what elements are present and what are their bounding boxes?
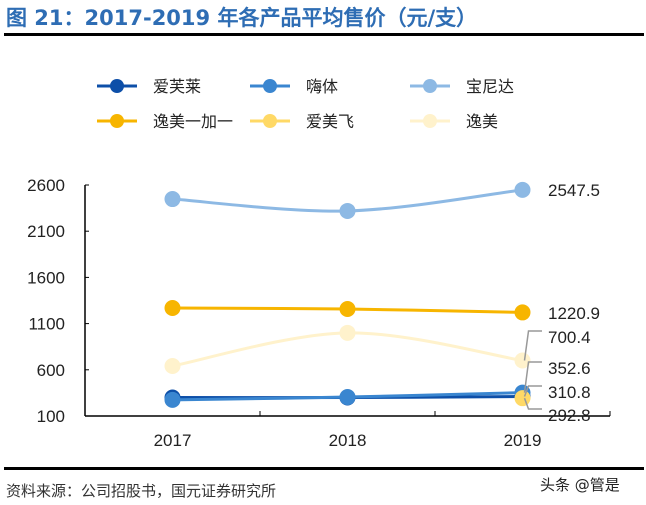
- x-tick-label: 2017: [154, 431, 192, 450]
- legend-label: 爱芙莱: [153, 78, 201, 96]
- data-point: [514, 352, 531, 369]
- leader-line: [523, 397, 542, 410]
- data-point: [514, 181, 531, 198]
- y-tick-label: 1600: [27, 268, 65, 287]
- data-point: [514, 390, 531, 407]
- legend-label: 爱美飞: [306, 113, 354, 131]
- y-tick-label: 600: [37, 361, 65, 380]
- legend-marker: [423, 79, 437, 93]
- data-point: [339, 324, 356, 341]
- data-label: 292.8: [548, 406, 591, 425]
- data-point: [164, 299, 181, 316]
- data-point: [164, 358, 181, 375]
- x-tick-label: 2019: [504, 431, 542, 450]
- leader-line: [523, 361, 542, 393]
- legend-marker: [263, 79, 277, 93]
- data-point: [514, 304, 531, 321]
- x-tick-label: 2018: [329, 431, 367, 450]
- legend-label: 逸美: [466, 113, 498, 131]
- legend-marker: [263, 114, 277, 128]
- y-tick-label: 1100: [28, 315, 65, 334]
- legend-label: 嗨体: [306, 78, 338, 96]
- legend-label: 逸美一加一: [153, 113, 233, 131]
- legend-label: 宝尼达: [466, 78, 514, 96]
- legend-marker: [110, 79, 124, 93]
- legend-marker: [423, 114, 437, 128]
- y-tick-label: 100: [37, 407, 65, 426]
- source-note: 资料来源：公司招股书，国元证券研究所: [6, 482, 277, 500]
- data-point: [164, 391, 181, 408]
- leader-line: [523, 330, 542, 361]
- data-label: 700.4: [548, 328, 591, 347]
- data-label: 1220.9: [548, 304, 600, 323]
- watermark: 头条 @管是: [540, 476, 620, 494]
- y-tick-label: 2100: [27, 222, 65, 241]
- bottom-divider: [4, 467, 644, 470]
- data-label: 2547.5: [548, 181, 600, 200]
- data-point: [339, 202, 356, 219]
- data-point: [164, 191, 181, 208]
- data-point: [339, 389, 356, 406]
- y-tick-label: 2600: [27, 176, 65, 195]
- top-divider: [4, 33, 644, 36]
- legend-marker: [110, 114, 124, 128]
- data-label: 352.6: [548, 359, 591, 378]
- data-label: 310.8: [548, 383, 591, 402]
- leader-line: [523, 385, 542, 397]
- data-point: [339, 301, 356, 318]
- figure-title: 图 21：2017-2019 年各产品平均售价（元/支）: [6, 6, 478, 30]
